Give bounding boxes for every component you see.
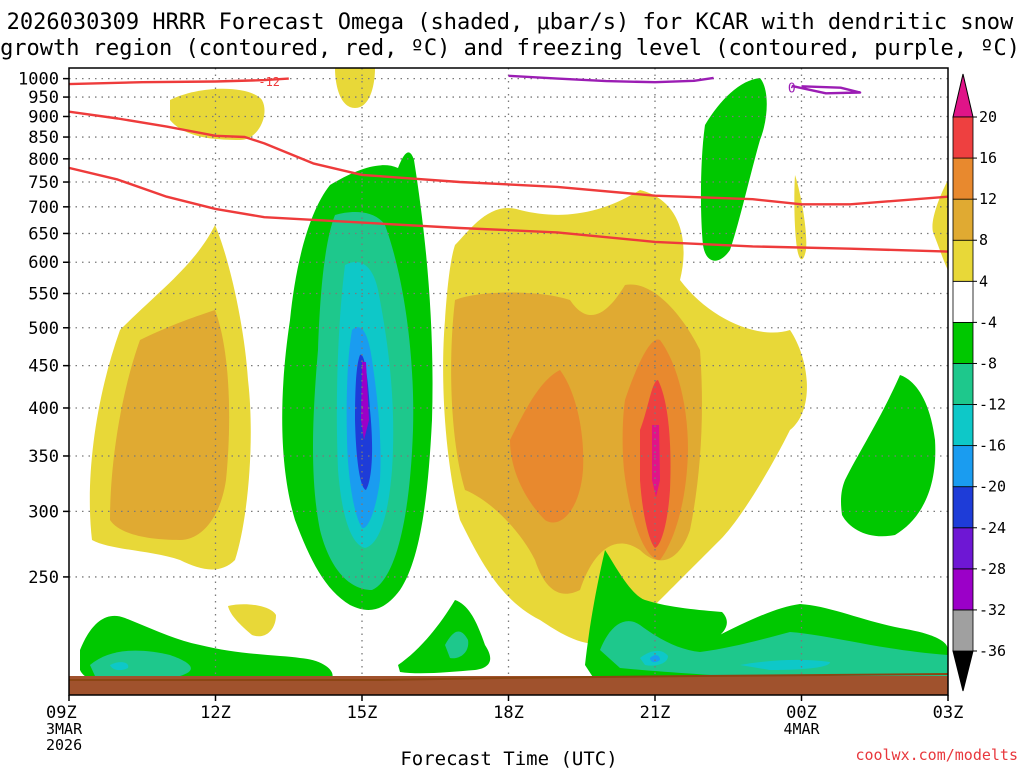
colorbar-bin [952, 157, 974, 200]
x-tick-label: 09Z [46, 703, 77, 723]
colorbar-bin [952, 116, 974, 159]
y-tick-label: 600 [28, 253, 59, 273]
x-tick-label: 18Z [493, 703, 524, 723]
plot-area: -12 0 [69, 68, 948, 695]
y-tick-label: 250 [28, 568, 59, 588]
colorbar-bin [952, 198, 974, 241]
colorbar-tick-label: -36 [979, 642, 1006, 660]
colorbar-tick-label: 8 [979, 231, 988, 249]
freezing-contour-label: 0 [788, 82, 796, 97]
colorbar-tick-label: -16 [979, 437, 1006, 455]
y-tick-label: 750 [28, 173, 59, 193]
y-tick-label: 500 [28, 319, 59, 339]
colorbar-tick-label: -8 [979, 354, 997, 372]
x-tick-label: 3MAR [46, 720, 83, 738]
dendritic-contour-label: -12 [258, 75, 280, 89]
y-tick-label: 400 [28, 399, 59, 419]
omega-shaded-field [80, 68, 948, 690]
y-tick-label: 850 [28, 128, 59, 148]
site-credit[interactable]: coolwx.com/modelts [855, 746, 1018, 764]
ground-edge [69, 673, 948, 681]
freezing-contour-1 [791, 84, 862, 95]
colorbar: -36 -32 -28 -24 -20 -16 -12 -8 -4 4 8 12 16 20 [952, 73, 1006, 692]
y-tick-label: 900 [28, 107, 59, 127]
x-tick-label: 03Z [933, 703, 964, 723]
y-tick-label: 950 [28, 88, 59, 108]
colorbar-bin [952, 568, 974, 611]
colorbar-bin [952, 527, 974, 570]
colorbar-bin [952, 445, 974, 488]
x-tick-label: 15Z [347, 703, 378, 723]
y-tick-label: 350 [28, 447, 59, 467]
y-tick-label: 800 [28, 150, 59, 170]
x-tick-label: 21Z [640, 703, 671, 723]
x-tick-label: 00Z [786, 703, 817, 723]
x-tick-label: 12Z [200, 703, 231, 723]
colorbar-bin [952, 363, 974, 405]
y-axis-ticks: 2503003504004505005506006507007508008509… [18, 70, 69, 588]
plot-grid [69, 68, 948, 695]
colorbar-tick-label: -24 [979, 519, 1006, 537]
y-tick-label: 450 [28, 357, 59, 377]
x-tick-label: 2026 [46, 736, 82, 754]
colorbar-bottom-arrow [952, 650, 974, 692]
y-tick-label: 650 [28, 224, 59, 244]
colorbar-tick-label: -20 [979, 478, 1006, 496]
colorbar-tick-label: -28 [979, 560, 1006, 578]
colorbar-tick-label: 4 [979, 272, 988, 290]
dendritic-contour-1 [69, 110, 948, 206]
x-tick-label: 4MAR [783, 720, 820, 738]
dendritic-contour-0 [69, 166, 948, 253]
chart-title-line2: growth region (contoured, red, ºC) and f… [0, 36, 1020, 61]
colorbar-bin [952, 321, 974, 364]
colorbar-bin [952, 486, 974, 529]
colorbar-tick-label: -32 [979, 601, 1006, 619]
y-tick-label: 1000 [18, 70, 59, 90]
freezing-contour-0 [508, 74, 714, 84]
contour-lines: -12 0 [69, 74, 948, 253]
colorbar-tick-label: 20 [979, 108, 997, 126]
y-tick-label: 700 [28, 198, 59, 218]
y-tick-label: 550 [28, 285, 59, 305]
y-tick-label: 300 [28, 502, 59, 522]
colorbar-tick-label: 12 [979, 190, 997, 208]
dendritic-contour-2 [69, 77, 289, 86]
colorbar-tick-label: 16 [979, 149, 997, 167]
colorbar-bin [952, 609, 974, 652]
colorbar-tick-label: -4 [979, 313, 997, 331]
colorbar-tick-label: -12 [979, 396, 1006, 414]
x-axis-label: Forecast Time (UTC) [400, 748, 617, 768]
colorbar-bin [952, 404, 974, 447]
colorbar-bin [952, 239, 974, 282]
chart-title-line1: 2026030309 HRRR Forecast Omega (shaded, … [7, 10, 1014, 35]
colorbar-bin [952, 280, 974, 323]
colorbar-top-arrow [952, 73, 974, 118]
